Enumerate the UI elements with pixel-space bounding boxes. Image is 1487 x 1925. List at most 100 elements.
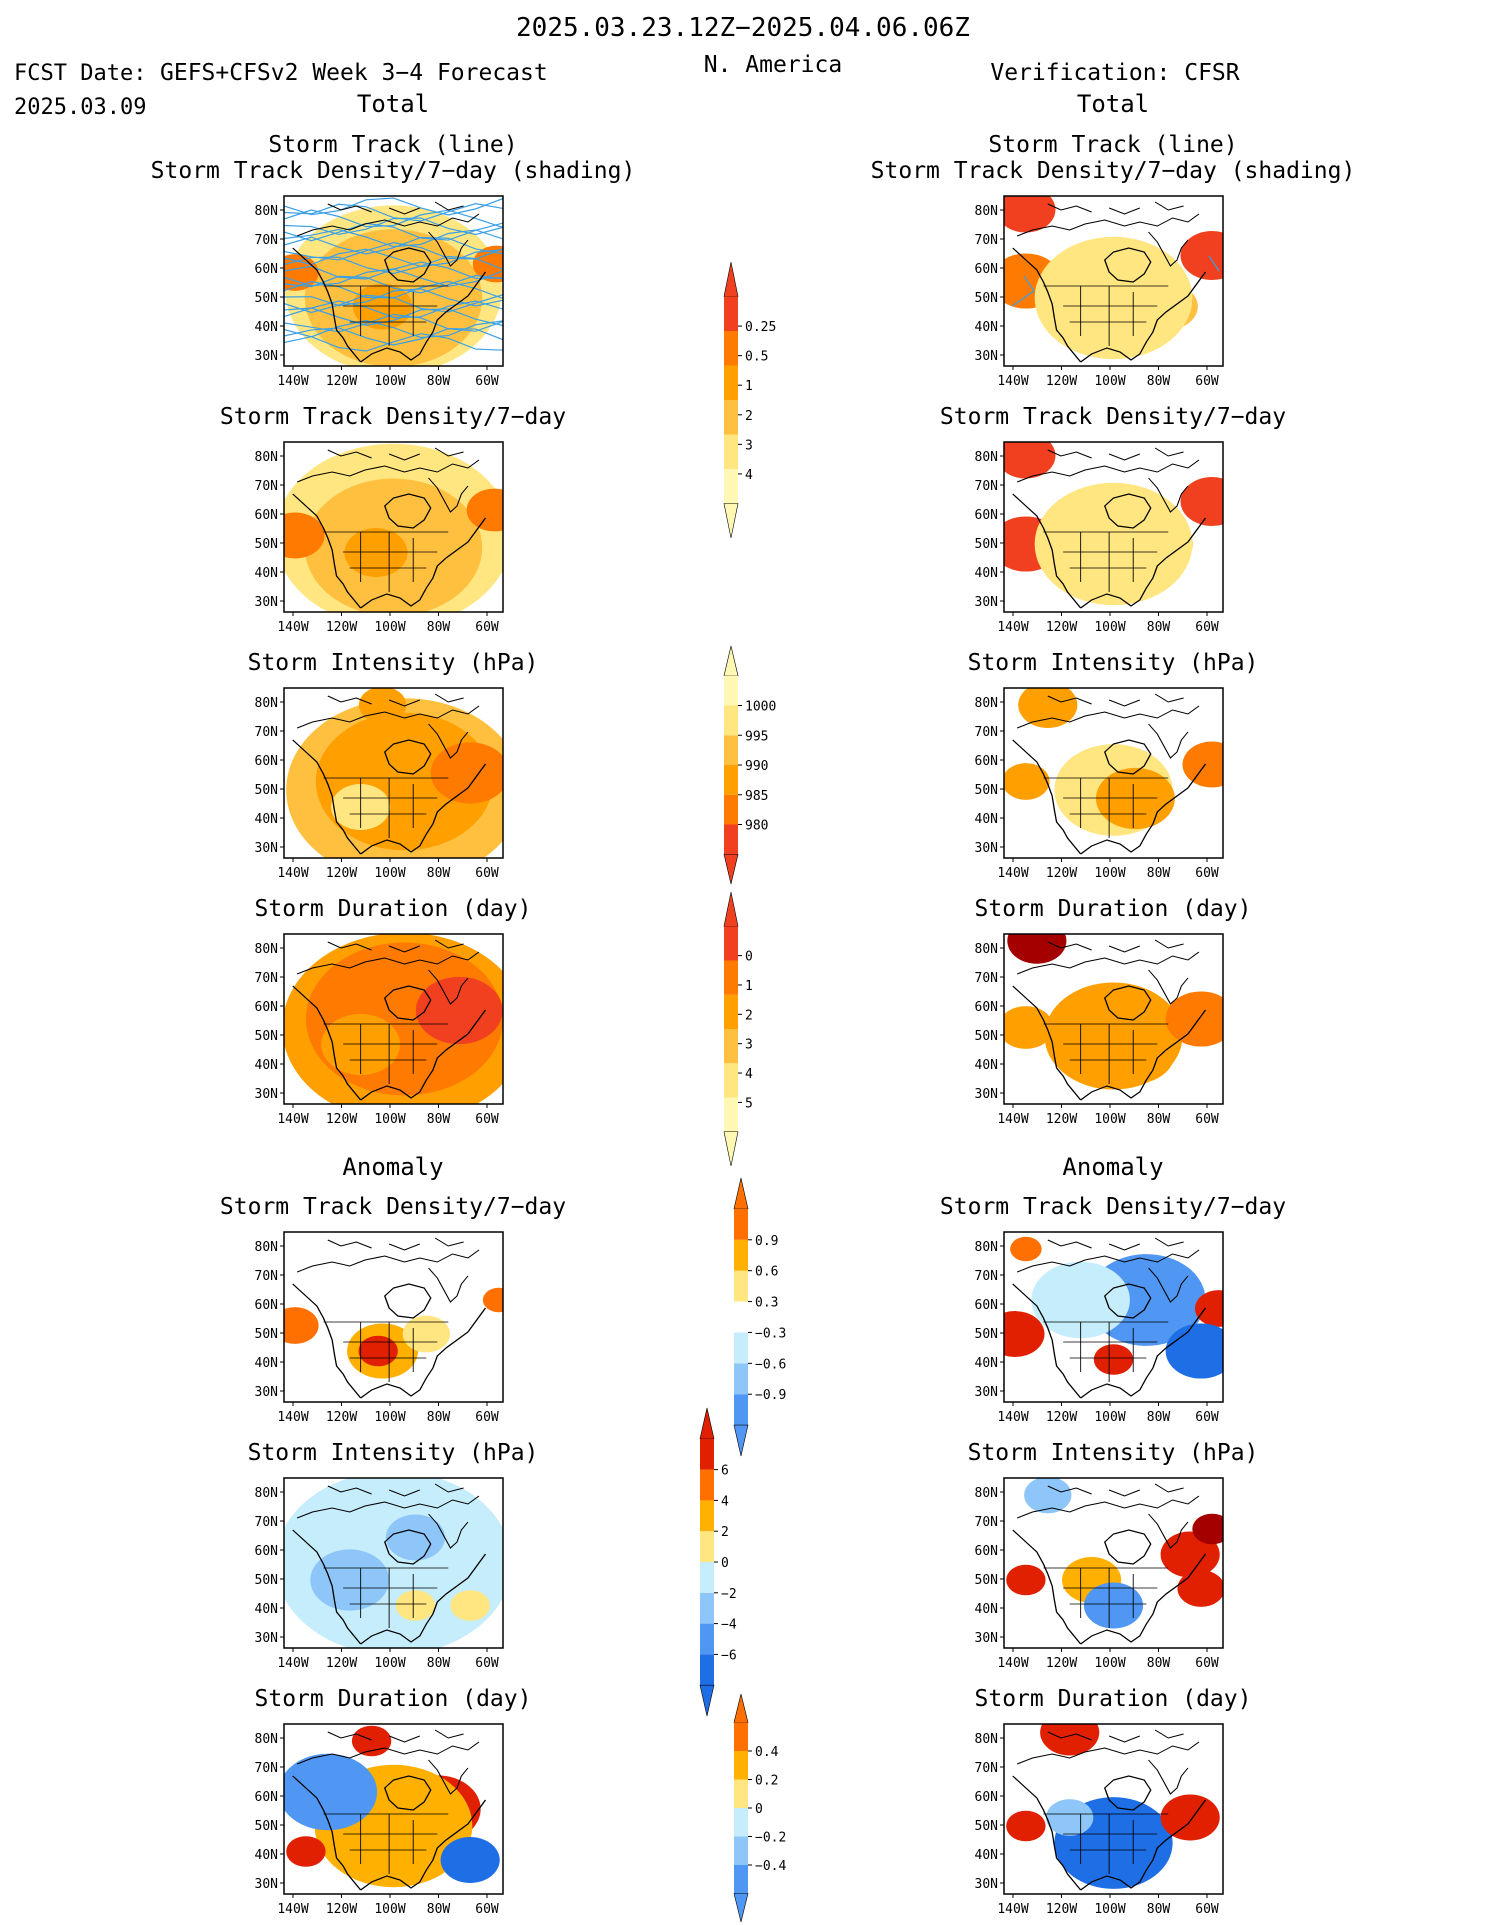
colorbar-swatch	[724, 705, 738, 736]
colorbar-label: 990	[745, 759, 768, 774]
lat-tick-label: 80N	[255, 1486, 278, 1501]
colorbar-arrow-top	[723, 891, 739, 927]
colorbar-label: 2	[745, 1008, 753, 1023]
shade-region	[466, 488, 503, 532]
lon-tick-label: 140W	[277, 374, 308, 389]
shade-region	[284, 1478, 503, 1648]
lon-tick-label: 100W	[1094, 866, 1125, 881]
colorbar-swatch	[700, 1592, 714, 1624]
lat-tick-label: 50N	[975, 1819, 998, 1834]
colorbar-label: −6	[721, 1648, 737, 1663]
colorbar-label: 0	[721, 1556, 729, 1571]
lat-tick-label: 80N	[975, 942, 998, 957]
colorbar-arrow-bottom	[733, 1424, 749, 1457]
colorbar-label: 4	[721, 1494, 729, 1509]
lat-tick-label: 80N	[975, 1486, 998, 1501]
map-shading	[1004, 934, 1223, 1101]
shade-region	[1165, 991, 1223, 1047]
section-anomaly-right: Anomaly	[1062, 1153, 1163, 1181]
map-frame	[283, 195, 504, 367]
map-shading	[1004, 688, 1223, 855]
shade-region	[1165, 1323, 1223, 1379]
shade-region	[1093, 1344, 1134, 1375]
colorbar-swatch	[724, 469, 738, 504]
shade-region	[472, 245, 503, 283]
shade-region	[284, 512, 325, 559]
colorbar-swatch	[724, 735, 738, 765]
lon-tick-label: 100W	[1094, 1112, 1125, 1127]
colorbar-swatch	[734, 1208, 748, 1240]
lon-tick-label: 80W	[427, 1410, 451, 1425]
shade-region	[344, 528, 408, 577]
storm-track-line	[284, 268, 503, 287]
lon-tick-label: 100W	[1094, 1656, 1125, 1671]
lon-tick-label: 80W	[1147, 866, 1171, 881]
lon-tick-label: 80W	[1147, 1902, 1171, 1917]
colorbar-label: 0.6	[755, 1265, 778, 1280]
map-shading	[1006, 1478, 1223, 1645]
colorbar-swatch	[700, 1469, 714, 1501]
colorbar-label: 0.25	[745, 320, 776, 335]
storm-track-line	[284, 294, 503, 314]
colorbar-intensity-total: 1000 995 990 985 980	[723, 645, 776, 885]
shade-region	[1034, 236, 1193, 360]
lat-tick-label: 30N	[255, 349, 278, 364]
colorbar-arrow-bottom	[699, 1684, 715, 1717]
lon-tick-label: 80W	[1147, 374, 1171, 389]
lat-tick-label: 80N	[975, 450, 998, 465]
region-label: N. America	[704, 52, 842, 78]
lat-tick-label: 80N	[975, 1240, 998, 1255]
panel-title: Storm Intensity (hPa)	[248, 1440, 539, 1466]
colorbar-swatch	[724, 824, 738, 855]
lon-tick-label: 100W	[374, 374, 405, 389]
lat-tick-label: 70N	[255, 725, 278, 740]
lon-tick-label: 80W	[427, 866, 451, 881]
map-panel-R3: 80N 70N 60N 50N 40N 30N 140W 120W 100W 80W 60W	[975, 933, 1224, 1127]
colorbar-label: −2	[721, 1587, 737, 1602]
colorbar-label: 0.3	[755, 1296, 778, 1311]
colorbar-label: 1	[745, 379, 753, 394]
lon-tick-label: 80W	[427, 1902, 451, 1917]
colorbar-swatch	[700, 1438, 714, 1470]
map-frame	[1003, 1231, 1224, 1403]
lon-tick-label: 120W	[1046, 1112, 1077, 1127]
lon-tick-label: 100W	[374, 1656, 405, 1671]
storm-track-line	[284, 217, 503, 236]
storm-track-line	[1208, 255, 1220, 272]
map-panel-L2: 80N 70N 60N 50N 40N 30N 140W 120W 100W 80W 60W	[255, 687, 504, 881]
map-panel-L1: 80N 70N 60N 50N 40N 30N 140W 120W 100W 80W 60W	[255, 441, 504, 635]
storm-track-line	[284, 333, 503, 352]
storm-track-line	[284, 300, 503, 319]
lat-tick-label: 30N	[975, 595, 998, 610]
colorbar-label: 6	[721, 1464, 729, 1479]
lon-tick-label: 60W	[475, 1902, 499, 1917]
lat-tick-label: 80N	[255, 1732, 278, 1747]
lat-tick-label: 70N	[975, 1761, 998, 1776]
map-frame	[1003, 1477, 1224, 1649]
lat-tick-label: 40N	[255, 1602, 278, 1617]
colorbar-arrow-bottom	[723, 1131, 739, 1167]
shade-region	[1040, 1724, 1100, 1756]
lat-tick-label: 70N	[975, 725, 998, 740]
colorbar-label: 1	[745, 979, 753, 994]
colorbar-label: 4	[745, 1067, 753, 1082]
colorbar-arrow-bottom	[723, 503, 739, 539]
lat-tick-label: 60N	[975, 262, 998, 277]
lat-tick-label: 60N	[975, 1790, 998, 1805]
map-shading	[1006, 1724, 1220, 1891]
shade-region	[395, 1590, 436, 1621]
colorbar-arrow-top	[723, 645, 739, 677]
shade-region	[1160, 1794, 1220, 1841]
shade-region	[1180, 477, 1223, 526]
lat-tick-label: 50N	[255, 537, 278, 552]
lon-tick-label: 80W	[1147, 1112, 1171, 1127]
shade-region	[1004, 1311, 1045, 1357]
shade-region	[1083, 1582, 1144, 1629]
colorbar-swatch	[724, 675, 738, 706]
lon-tick-label: 140W	[997, 1112, 1028, 1127]
colorbar-label: 995	[745, 729, 768, 744]
map-frame	[1003, 933, 1224, 1105]
colorbar-swatch	[724, 1097, 738, 1132]
colorbar-swatch	[724, 434, 738, 469]
lon-tick-label: 80W	[427, 374, 451, 389]
